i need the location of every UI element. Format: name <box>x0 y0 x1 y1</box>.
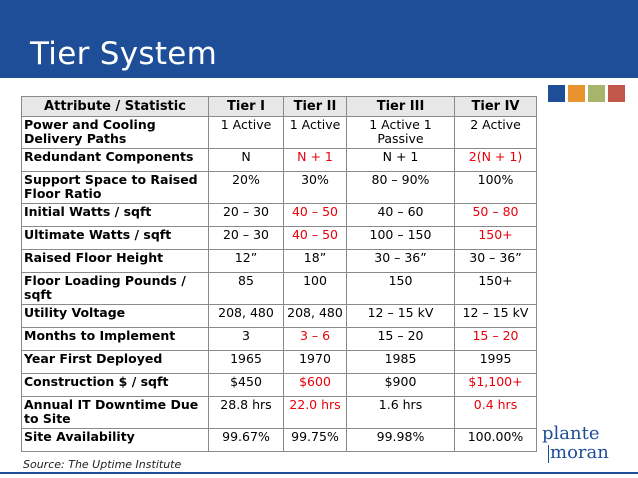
cell-tier-4: $1,100+ <box>454 373 537 397</box>
row-attribute: Months to Implement <box>21 327 209 351</box>
cell-tier-2: $600 <box>283 373 347 397</box>
cell-tier-4: 150+ <box>454 272 537 305</box>
cell-tier-1: 208, 480 <box>208 304 284 328</box>
row-attribute: Initial Watts / sqft <box>21 203 209 227</box>
cell-tier-2: 18” <box>283 249 347 273</box>
cell-tier-2: 3 – 6 <box>283 327 347 351</box>
source-note: Source: The Uptime Institute <box>23 458 182 471</box>
row-attribute: Site Availability <box>21 428 209 452</box>
cell-tier-3: 99.98% <box>346 428 455 452</box>
row-attribute: Support Space to Raised Floor Ratio <box>21 171 209 204</box>
cell-tier-4: 0.4 hrs <box>454 396 537 429</box>
cell-tier-3: 15 – 20 <box>346 327 455 351</box>
cell-tier-4: 150+ <box>454 226 537 250</box>
row-attribute: Redundant Components <box>21 148 209 172</box>
cell-tier-2: 30% <box>283 171 347 204</box>
slide-title: Tier System <box>30 36 218 72</box>
accent-square-orange <box>568 85 585 102</box>
cell-tier-4: 30 – 36” <box>454 249 537 273</box>
bottom-rule <box>0 472 638 474</box>
cell-tier-2: 1 Active <box>283 116 347 149</box>
header-attribute: Attribute / Statistic <box>21 96 209 117</box>
cell-tier-3: 150 <box>346 272 455 305</box>
cell-tier-1: 85 <box>208 272 284 305</box>
title-bar: Tier System <box>0 0 638 78</box>
logo-text-top: plante <box>542 423 600 444</box>
cell-tier-2: 208, 480 <box>283 304 347 328</box>
cell-tier-1: 28.8 hrs <box>208 396 284 429</box>
cell-tier-3: 30 – 36” <box>346 249 455 273</box>
row-attribute: Construction $ / sqft <box>21 373 209 397</box>
cell-tier-2: 40 – 50 <box>283 203 347 227</box>
accent-square-blue <box>548 85 565 102</box>
table-row: Ultimate Watts / sqft 20 – 30 40 – 50 10… <box>21 226 537 250</box>
cell-tier-2: 22.0 hrs <box>283 396 347 429</box>
cell-tier-1: 20% <box>208 171 284 204</box>
cell-tier-2: N + 1 <box>283 148 347 172</box>
cell-tier-3: 100 – 150 <box>346 226 455 250</box>
cell-tier-4: 1995 <box>454 350 537 374</box>
cell-tier-4: 100% <box>454 171 537 204</box>
cell-tier-1: 99.67% <box>208 428 284 452</box>
cell-tier-2: 40 – 50 <box>283 226 347 250</box>
table-row: Power and Cooling Delivery Paths 1 Activ… <box>21 116 537 149</box>
cell-tier-4: 100.00% <box>454 428 537 452</box>
row-attribute: Utility Voltage <box>21 304 209 328</box>
cell-tier-2: 100 <box>283 272 347 305</box>
cell-tier-1: N <box>208 148 284 172</box>
cell-tier-1: 20 – 30 <box>208 226 284 250</box>
cell-tier-3: 1.6 hrs <box>346 396 455 429</box>
cell-tier-4: 12 – 15 kV <box>454 304 537 328</box>
cell-tier-3: 40 – 60 <box>346 203 455 227</box>
table-row: Months to Implement 3 3 – 6 15 – 20 15 –… <box>21 327 537 351</box>
cell-tier-3: $900 <box>346 373 455 397</box>
row-attribute: Year First Deployed <box>21 350 209 374</box>
table-row: Raised Floor Height 12” 18” 30 – 36” 30 … <box>21 249 537 273</box>
row-attribute: Annual IT Downtime Due to Site <box>21 396 209 429</box>
cell-tier-1: 1965 <box>208 350 284 374</box>
cell-tier-1: 20 – 30 <box>208 203 284 227</box>
accent-square-red <box>608 85 625 102</box>
cell-tier-3: 80 – 90% <box>346 171 455 204</box>
cell-tier-3: 1 Active 1 Passive <box>346 116 455 149</box>
table-row: Construction $ / sqft $450 $600 $900 $1,… <box>21 373 537 397</box>
cell-tier-3: 12 – 15 kV <box>346 304 455 328</box>
accent-square-green <box>588 85 605 102</box>
table-row: Site Availability 99.67% 99.75% 99.98% 1… <box>21 428 537 452</box>
cell-tier-1: 12” <box>208 249 284 273</box>
row-attribute: Floor Loading Pounds / sqft <box>21 272 209 305</box>
cell-tier-2: 1970 <box>283 350 347 374</box>
table-header-row: Attribute / Statistic Tier I Tier II Tie… <box>21 96 537 117</box>
table-row: Utility Voltage 208, 480 208, 480 12 – 1… <box>21 304 537 328</box>
cell-tier-4: 15 – 20 <box>454 327 537 351</box>
header-tier-3: Tier III <box>346 96 455 117</box>
table-row: Initial Watts / sqft 20 – 30 40 – 50 40 … <box>21 203 537 227</box>
table-row: Annual IT Downtime Due to Site 28.8 hrs … <box>21 396 537 429</box>
cell-tier-1: 3 <box>208 327 284 351</box>
cell-tier-4: 50 – 80 <box>454 203 537 227</box>
cell-tier-4: 2 Active <box>454 116 537 149</box>
logo-divider <box>548 445 549 463</box>
cell-tier-3: N + 1 <box>346 148 455 172</box>
table-row: Support Space to Raised Floor Ratio 20% … <box>21 171 537 204</box>
cell-tier-1: $450 <box>208 373 284 397</box>
plante-moran-logo: plante moran <box>540 423 609 464</box>
cell-tier-2: 99.75% <box>283 428 347 452</box>
table-row: Redundant Components N N + 1 N + 1 2(N +… <box>21 148 537 172</box>
header-tier-4: Tier IV <box>454 96 537 117</box>
cell-tier-1: 1 Active <box>208 116 284 149</box>
cell-tier-3: 1985 <box>346 350 455 374</box>
tier-table: Attribute / Statistic Tier I Tier II Tie… <box>21 96 537 452</box>
header-tier-1: Tier I <box>208 96 284 117</box>
table-row: Year First Deployed 1965 1970 1985 1995 <box>21 350 537 374</box>
row-attribute: Ultimate Watts / sqft <box>21 226 209 250</box>
logo-text-bottom: moran <box>550 442 609 463</box>
cell-tier-4: 2(N + 1) <box>454 148 537 172</box>
table-row: Floor Loading Pounds / sqft 85 100 150 1… <box>21 272 537 305</box>
row-attribute: Raised Floor Height <box>21 249 209 273</box>
header-tier-2: Tier II <box>283 96 347 117</box>
row-attribute: Power and Cooling Delivery Paths <box>21 116 209 149</box>
